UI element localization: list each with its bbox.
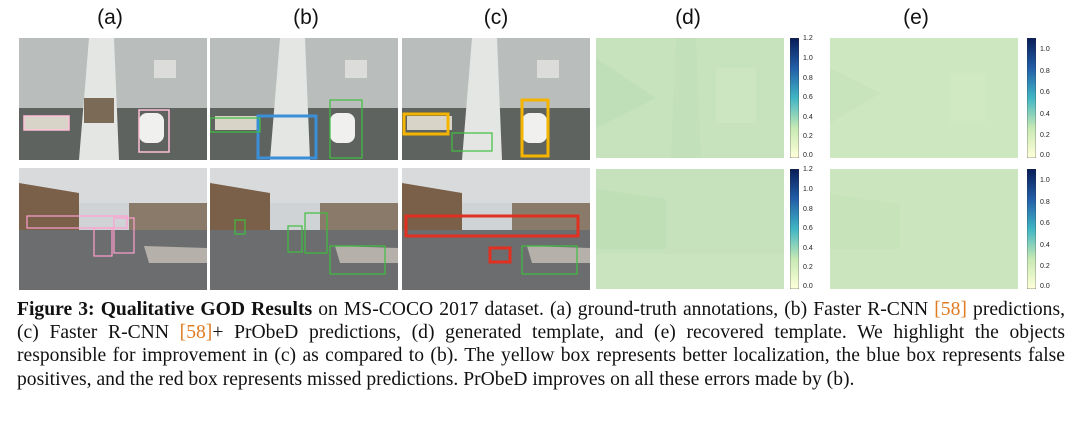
tick-label: 0.2: [1040, 263, 1050, 270]
citation-link[interactable]: [58]: [934, 299, 967, 320]
tick-label: 0.6: [1040, 89, 1050, 96]
tick-label: 0.2: [803, 264, 813, 271]
heatmap-d-row1: [596, 38, 784, 158]
tick-label: 1.0: [803, 186, 813, 193]
tick-label: 0.4: [1040, 111, 1050, 118]
tick-label: 0.6: [803, 94, 813, 101]
tick-label: 0.4: [803, 114, 813, 121]
tick-label: 0.6: [1040, 220, 1050, 227]
tick-label: 0.4: [1040, 242, 1050, 249]
tick-label: 0.6: [803, 225, 813, 232]
tick-label: 0.2: [803, 133, 813, 140]
photo-street-c: [402, 168, 590, 290]
colorbar-d-row2: [790, 169, 799, 289]
column-label-e: (e): [903, 6, 929, 29]
tick-label: 1.0: [1040, 46, 1050, 53]
figure-caption: Figure 3: Qualitative GOD Results on MS-…: [17, 298, 1065, 391]
column-label-c: (c): [483, 6, 509, 29]
photo-bathroom-c: [402, 38, 590, 160]
heatmap-e-row1: [830, 38, 1018, 158]
tick-label: 1.0: [803, 55, 813, 62]
tick-label: 1.2: [803, 166, 813, 173]
figure-title: Qualitative GOD Results: [100, 299, 313, 320]
tick-label: 1.2: [803, 35, 813, 42]
colorbar-e-row2: [1027, 169, 1036, 289]
tick-label: 0.8: [803, 75, 813, 82]
tick-label: 0.4: [803, 245, 813, 252]
colorbar-d-row1: [790, 38, 799, 158]
photo-street-a: [19, 168, 207, 290]
column-label-b: (b): [293, 6, 319, 29]
tick-label: 0.0: [803, 283, 813, 290]
tick-label: 1.0: [1040, 177, 1050, 184]
tick-label: 0.0: [1040, 152, 1050, 159]
tick-label: 0.8: [803, 206, 813, 213]
figure-label: Figure 3:: [17, 299, 95, 320]
tick-label: 0.0: [803, 152, 813, 159]
tick-label: 0.8: [1040, 68, 1050, 75]
column-label-a: (a): [97, 6, 123, 29]
caption-text: on MS-COCO 2017 dataset. (a) ground-trut…: [312, 299, 935, 320]
photo-bathroom-a: [19, 38, 207, 160]
photo-street-b: [210, 168, 398, 290]
citation-link[interactable]: [58]: [179, 322, 213, 344]
colorbar-e-row1: [1027, 38, 1036, 158]
heatmap-e-row2: [830, 169, 1018, 289]
caption-text: predictions, (c) Faster R-CNN: [17, 299, 1065, 344]
photo-bathroom-b: [210, 38, 398, 160]
tick-label: 0.8: [1040, 199, 1050, 206]
caption-text: + PrObeD predictions, (d) generated temp…: [17, 322, 1065, 390]
heatmap-d-row2: [596, 169, 784, 289]
tick-label: 0.0: [1040, 283, 1050, 290]
column-label-d: (d): [675, 6, 701, 29]
tick-label: 0.2: [1040, 132, 1050, 139]
